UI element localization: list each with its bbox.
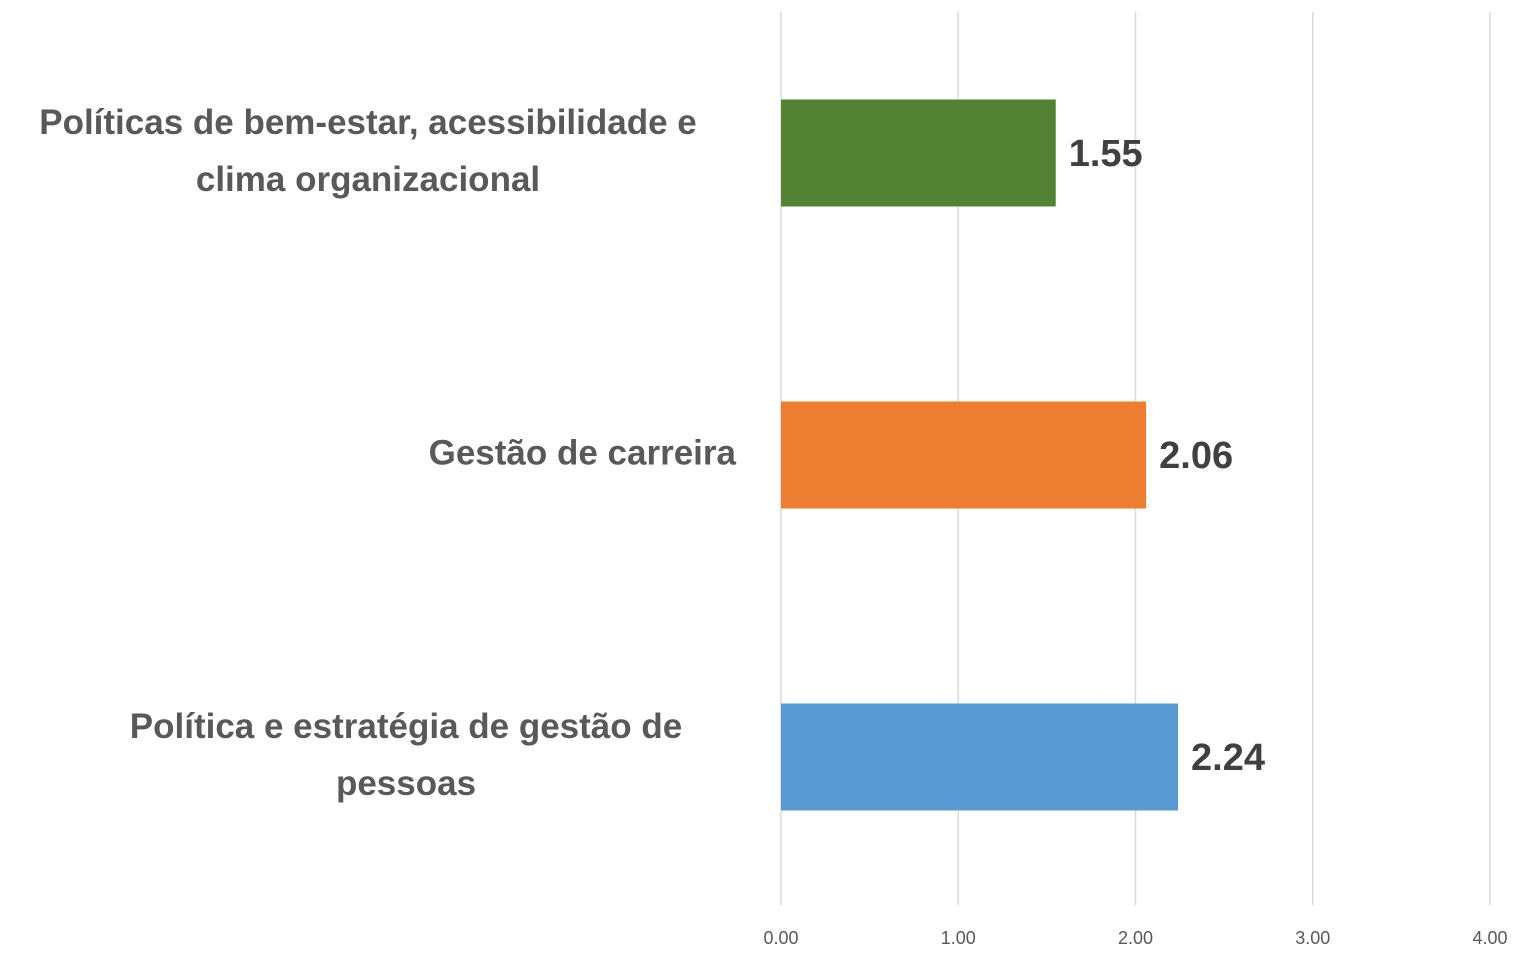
x-tick-label: 4.00 (1472, 928, 1507, 948)
y-tick-label: Política e estratégia de gestão de pesso… (129, 707, 683, 803)
x-tick-label: 1.00 (941, 928, 976, 948)
x-tick-label: 3.00 (1295, 928, 1330, 948)
bar (781, 703, 1179, 811)
bar (781, 99, 1056, 207)
category-label-box: Gestão de carreira (429, 425, 736, 482)
value-label: 1.55 (1069, 133, 1143, 175)
value-label: 2.24 (1191, 737, 1265, 779)
category-label-box: Política e estratégia de gestão de pesso… (76, 698, 736, 812)
bar (781, 401, 1147, 509)
y-tick-label: Políticas de bem-estar, acessibilidade e… (39, 103, 697, 199)
category-label-box: Políticas de bem-estar, acessibilidade e… (0, 94, 736, 208)
x-tick-label: 2.00 (1118, 928, 1153, 948)
value-label: 2.06 (1159, 435, 1233, 477)
y-tick-label: Gestão de carreira (428, 433, 736, 473)
x-tick-label: 0.00 (763, 928, 798, 948)
